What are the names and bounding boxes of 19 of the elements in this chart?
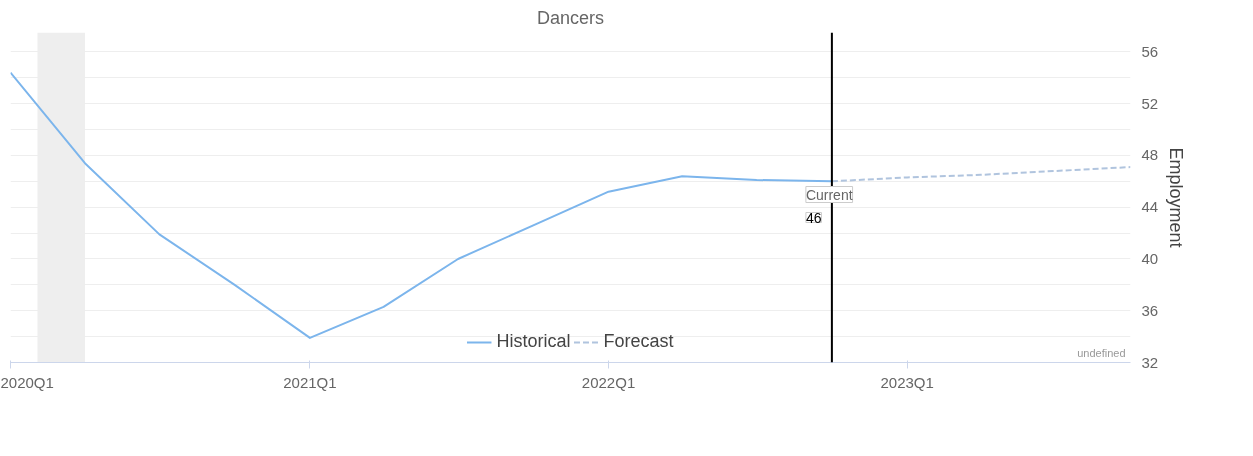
y-tick-label: 48 [1141, 146, 1159, 164]
line-series [830, 166, 1131, 183]
chart-title: Dancers [536, 7, 605, 28]
legend-label: Forecast [603, 331, 674, 352]
y-tick-label: 36 [1141, 301, 1159, 319]
legend-label: Historical [496, 331, 571, 352]
x-tick-label: 2023Q1 [880, 373, 934, 391]
y-tick-label: 56 [1141, 42, 1159, 60]
y-tick-label: 44 [1141, 198, 1159, 216]
y-axis-title: Employment [1166, 147, 1187, 248]
y-tick-label: 32 [1141, 353, 1159, 371]
y-tick-label: 40 [1141, 249, 1159, 267]
x-tick-label: 2020Q1 [0, 373, 54, 391]
y-tick-label: 52 [1141, 94, 1159, 112]
x-tick-label: 2022Q1 [581, 373, 636, 391]
annotation: undefined [1077, 346, 1126, 359]
ref-line-label: Current [805, 186, 853, 203]
annotation: 46 [805, 209, 822, 226]
x-tick-label: 2021Q1 [283, 373, 337, 391]
